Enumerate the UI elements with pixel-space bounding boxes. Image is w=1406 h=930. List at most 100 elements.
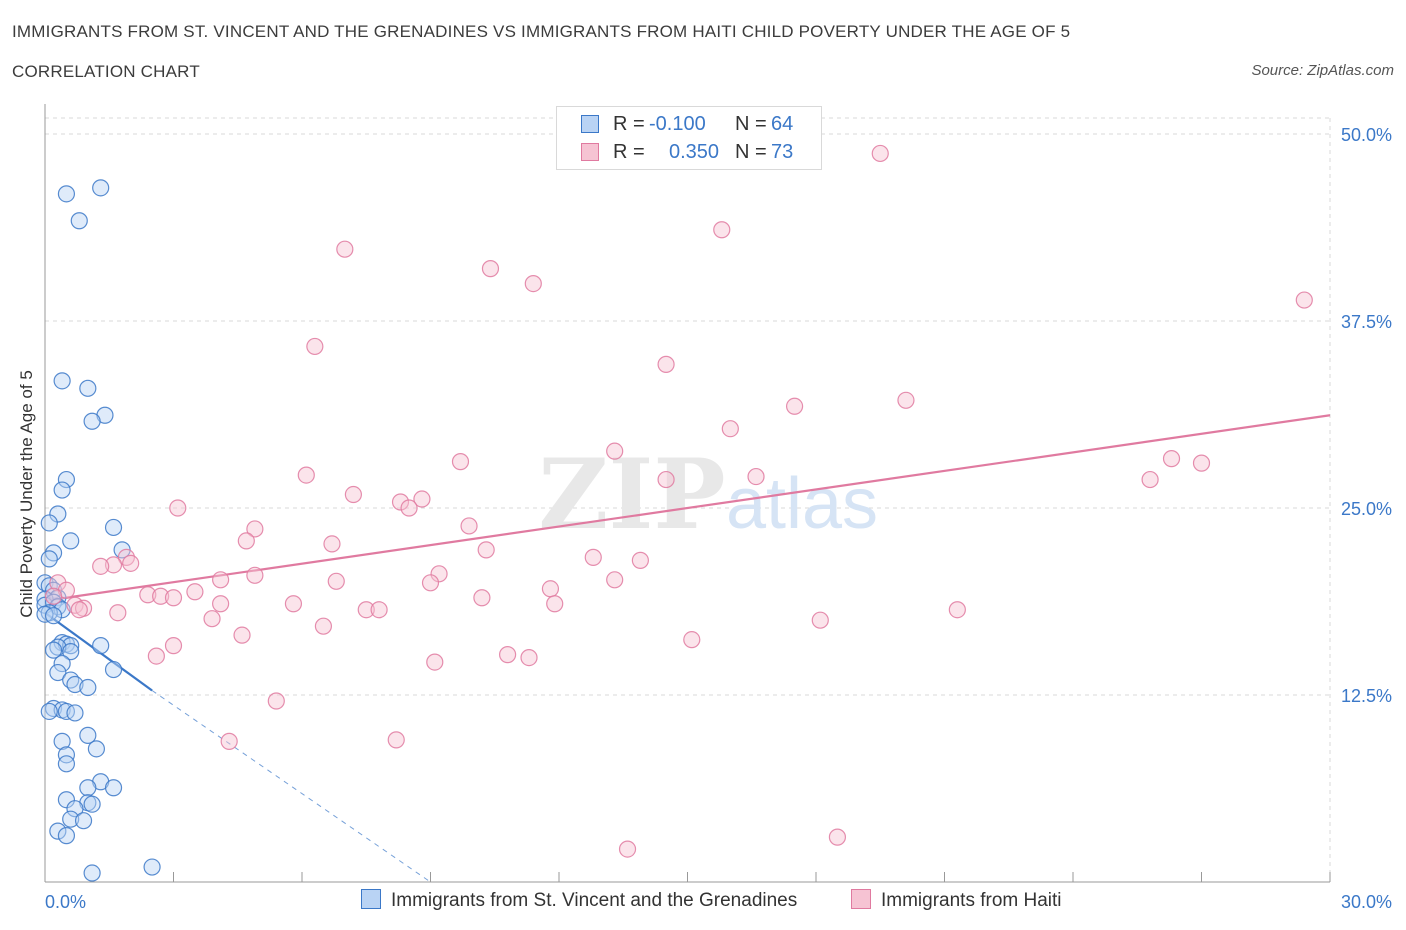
watermark-atlas: atlas (726, 464, 878, 544)
point-haiti (657, 355, 675, 373)
point-st-vincent (104, 779, 123, 797)
point-haiti (421, 574, 440, 592)
point-st-vincent (44, 607, 63, 625)
watermark: ZIP atlas (538, 438, 878, 551)
point-st-vincent (79, 379, 97, 397)
point-st-vincent (57, 185, 76, 203)
point-st-vincent (83, 412, 101, 430)
point-st-vincent (62, 532, 80, 550)
point-st-vincent (70, 212, 88, 230)
point-haiti (721, 420, 739, 438)
y-tick-label: 37.5% (1341, 312, 1392, 332)
point-haiti (220, 732, 238, 750)
y-tick-label: 25.0% (1341, 499, 1392, 519)
point-haiti (370, 601, 388, 619)
point-st-vincent (79, 726, 97, 744)
point-st-vincent (57, 702, 76, 721)
tick-labels: 12.5% 25.0% 37.5% 50.0% 0.0% 30.0% (45, 125, 1392, 912)
point-haiti (413, 490, 431, 508)
point-st-vincent (53, 654, 71, 673)
point-st-vincent (104, 518, 123, 537)
point-haiti (327, 572, 345, 590)
point-st-vincent (87, 740, 106, 758)
point-haiti (92, 557, 110, 575)
point-haiti (246, 520, 264, 538)
point-haiti (164, 589, 183, 607)
point-haiti (897, 391, 915, 409)
y-tick-label: 50.0% (1341, 125, 1392, 145)
point-st-vincent (66, 800, 84, 818)
point-haiti (267, 692, 285, 710)
point-st-vincent (53, 481, 71, 499)
point-haiti (357, 601, 375, 619)
point-st-vincent (92, 637, 110, 655)
point-haiti (477, 541, 495, 559)
trendline-st-vincent-extension (151, 690, 431, 883)
point-haiti (481, 260, 500, 278)
point-haiti (314, 617, 333, 635)
legend-n-value: 64 (771, 113, 794, 135)
point-st-vincent (36, 605, 54, 623)
point-st-vincent (49, 822, 67, 840)
point-st-vincent (57, 755, 76, 773)
legend-r-label: R = (613, 113, 645, 135)
point-st-vincent (53, 601, 71, 619)
point-haiti (1192, 454, 1211, 472)
point-haiti (104, 556, 123, 574)
point-st-vincent (40, 514, 58, 532)
point-haiti (606, 571, 624, 589)
legend-n-label: N = (735, 113, 767, 135)
point-haiti (152, 587, 170, 605)
point-haiti (344, 485, 362, 504)
axis-layer (44, 104, 1331, 883)
point-haiti (473, 589, 491, 607)
point-haiti (284, 595, 303, 613)
point-haiti (584, 548, 602, 566)
legend-swatch-pink (581, 143, 599, 161)
point-haiti (164, 637, 183, 655)
point-haiti (520, 648, 538, 667)
point-haiti (631, 551, 649, 569)
point-haiti (430, 565, 448, 583)
point-st-vincent (104, 660, 123, 679)
trendline-st-vincent (44, 611, 153, 692)
point-st-vincent (66, 704, 84, 722)
x-tick-label-min: 0.0% (45, 892, 86, 912)
point-haiti (828, 828, 847, 846)
point-st-vincent (62, 637, 80, 655)
y-tick-label: 12.5% (1341, 686, 1392, 706)
point-haiti (122, 554, 140, 572)
point-st-vincent (53, 372, 71, 390)
point-haiti (109, 604, 127, 622)
point-st-vincent (79, 779, 97, 797)
point-haiti (747, 467, 765, 486)
series-swatch-blue (361, 889, 381, 909)
point-haiti (606, 442, 624, 460)
point-haiti (70, 601, 88, 619)
watermark-zip: ZIP (538, 438, 725, 551)
point-st-vincent (49, 663, 67, 682)
point-haiti (871, 144, 889, 163)
y-axis-label: Child Poverty Under the Age of 5 (17, 370, 36, 618)
point-st-vincent (57, 470, 76, 489)
stats-legend: R = -0.100 N = 64 R = 0.350 N = 73 (556, 106, 822, 170)
point-haiti (336, 240, 354, 258)
point-haiti (713, 221, 731, 239)
point-haiti (451, 453, 470, 471)
point-st-vincent (40, 550, 58, 568)
point-haiti (618, 840, 637, 858)
point-haiti (426, 653, 444, 671)
legend-swatch-blue (581, 115, 599, 133)
point-haiti (297, 466, 315, 484)
point-st-vincent (83, 795, 101, 813)
point-haiti (524, 275, 542, 293)
point-haiti (186, 583, 204, 601)
point-st-vincent (83, 864, 101, 882)
point-st-vincent (143, 858, 161, 876)
point-haiti (400, 499, 418, 517)
point-haiti (657, 470, 675, 489)
point-haiti (139, 586, 157, 604)
point-haiti (683, 631, 701, 649)
point-st-vincent (62, 643, 80, 661)
legend-n-value: 73 (771, 141, 794, 163)
